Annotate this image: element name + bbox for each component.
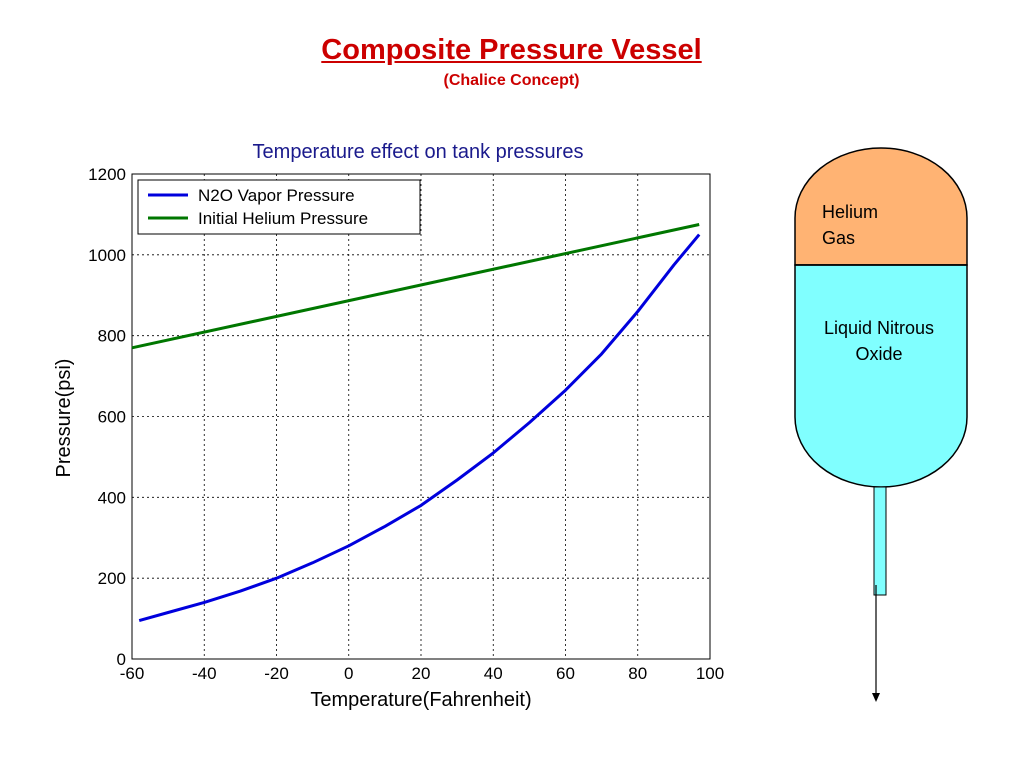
y-tick-label: 400 <box>98 488 126 507</box>
y-tick-label: 200 <box>98 569 126 588</box>
grid-lines <box>132 174 710 659</box>
x-tick-label: 0 <box>344 664 353 683</box>
x-tick-label: -40 <box>192 664 217 683</box>
liquid-label-line2: Oxide <box>855 344 902 364</box>
series-line-n2o-vapor <box>138 233 701 623</box>
gas-label-line2: Gas <box>822 228 855 248</box>
y-tick-label: 1200 <box>88 165 126 184</box>
slide-title: Composite Pressure Vessel <box>321 34 702 66</box>
plot-frame <box>131 173 711 660</box>
legend-box <box>137 179 421 235</box>
x-tick-label: 40 <box>484 664 503 683</box>
axis-ticks: -60 -40 -20 0 20 40 60 80 1000200400600800100012… <box>88 165 724 683</box>
y-tick-label: 1000 <box>88 246 126 265</box>
legend: N2O Vapor Pressure Initial Helium Pressu… <box>137 179 421 235</box>
x-tick-label: -60 <box>120 664 145 683</box>
x-tick-label: 80 <box>628 664 647 683</box>
chart-title: Temperature effect on tank pressures <box>253 141 584 163</box>
series-line-helium <box>131 223 700 350</box>
x-axis-label: Temperature(Fahrenheit) <box>310 689 531 711</box>
series-lines <box>131 223 701 623</box>
legend-label-n2o: N2O Vapor Pressure <box>198 186 355 205</box>
x-tick-label: 20 <box>412 664 431 683</box>
x-tick-label: 100 <box>696 664 724 683</box>
legend-label-helium: Initial Helium Pressure <box>198 209 368 228</box>
outlet-pipe <box>873 486 887 596</box>
helium-gas-region <box>794 147 968 266</box>
liquid-nitrous-region <box>794 264 968 488</box>
flow-arrow-icon <box>872 693 880 702</box>
liquid-label-line1: Liquid Nitrous <box>824 318 934 338</box>
gas-label-line1: Helium <box>822 202 878 222</box>
slide-subtitle: (Chalice Concept) <box>443 72 580 89</box>
y-tick-label: 800 <box>98 327 126 346</box>
x-tick-label: -20 <box>264 664 289 683</box>
y-tick-label: 0 <box>117 650 126 669</box>
y-axis-label: Pressure(psi) <box>53 359 75 478</box>
x-tick-label: 60 <box>556 664 575 683</box>
y-tick-label: 600 <box>98 408 126 427</box>
